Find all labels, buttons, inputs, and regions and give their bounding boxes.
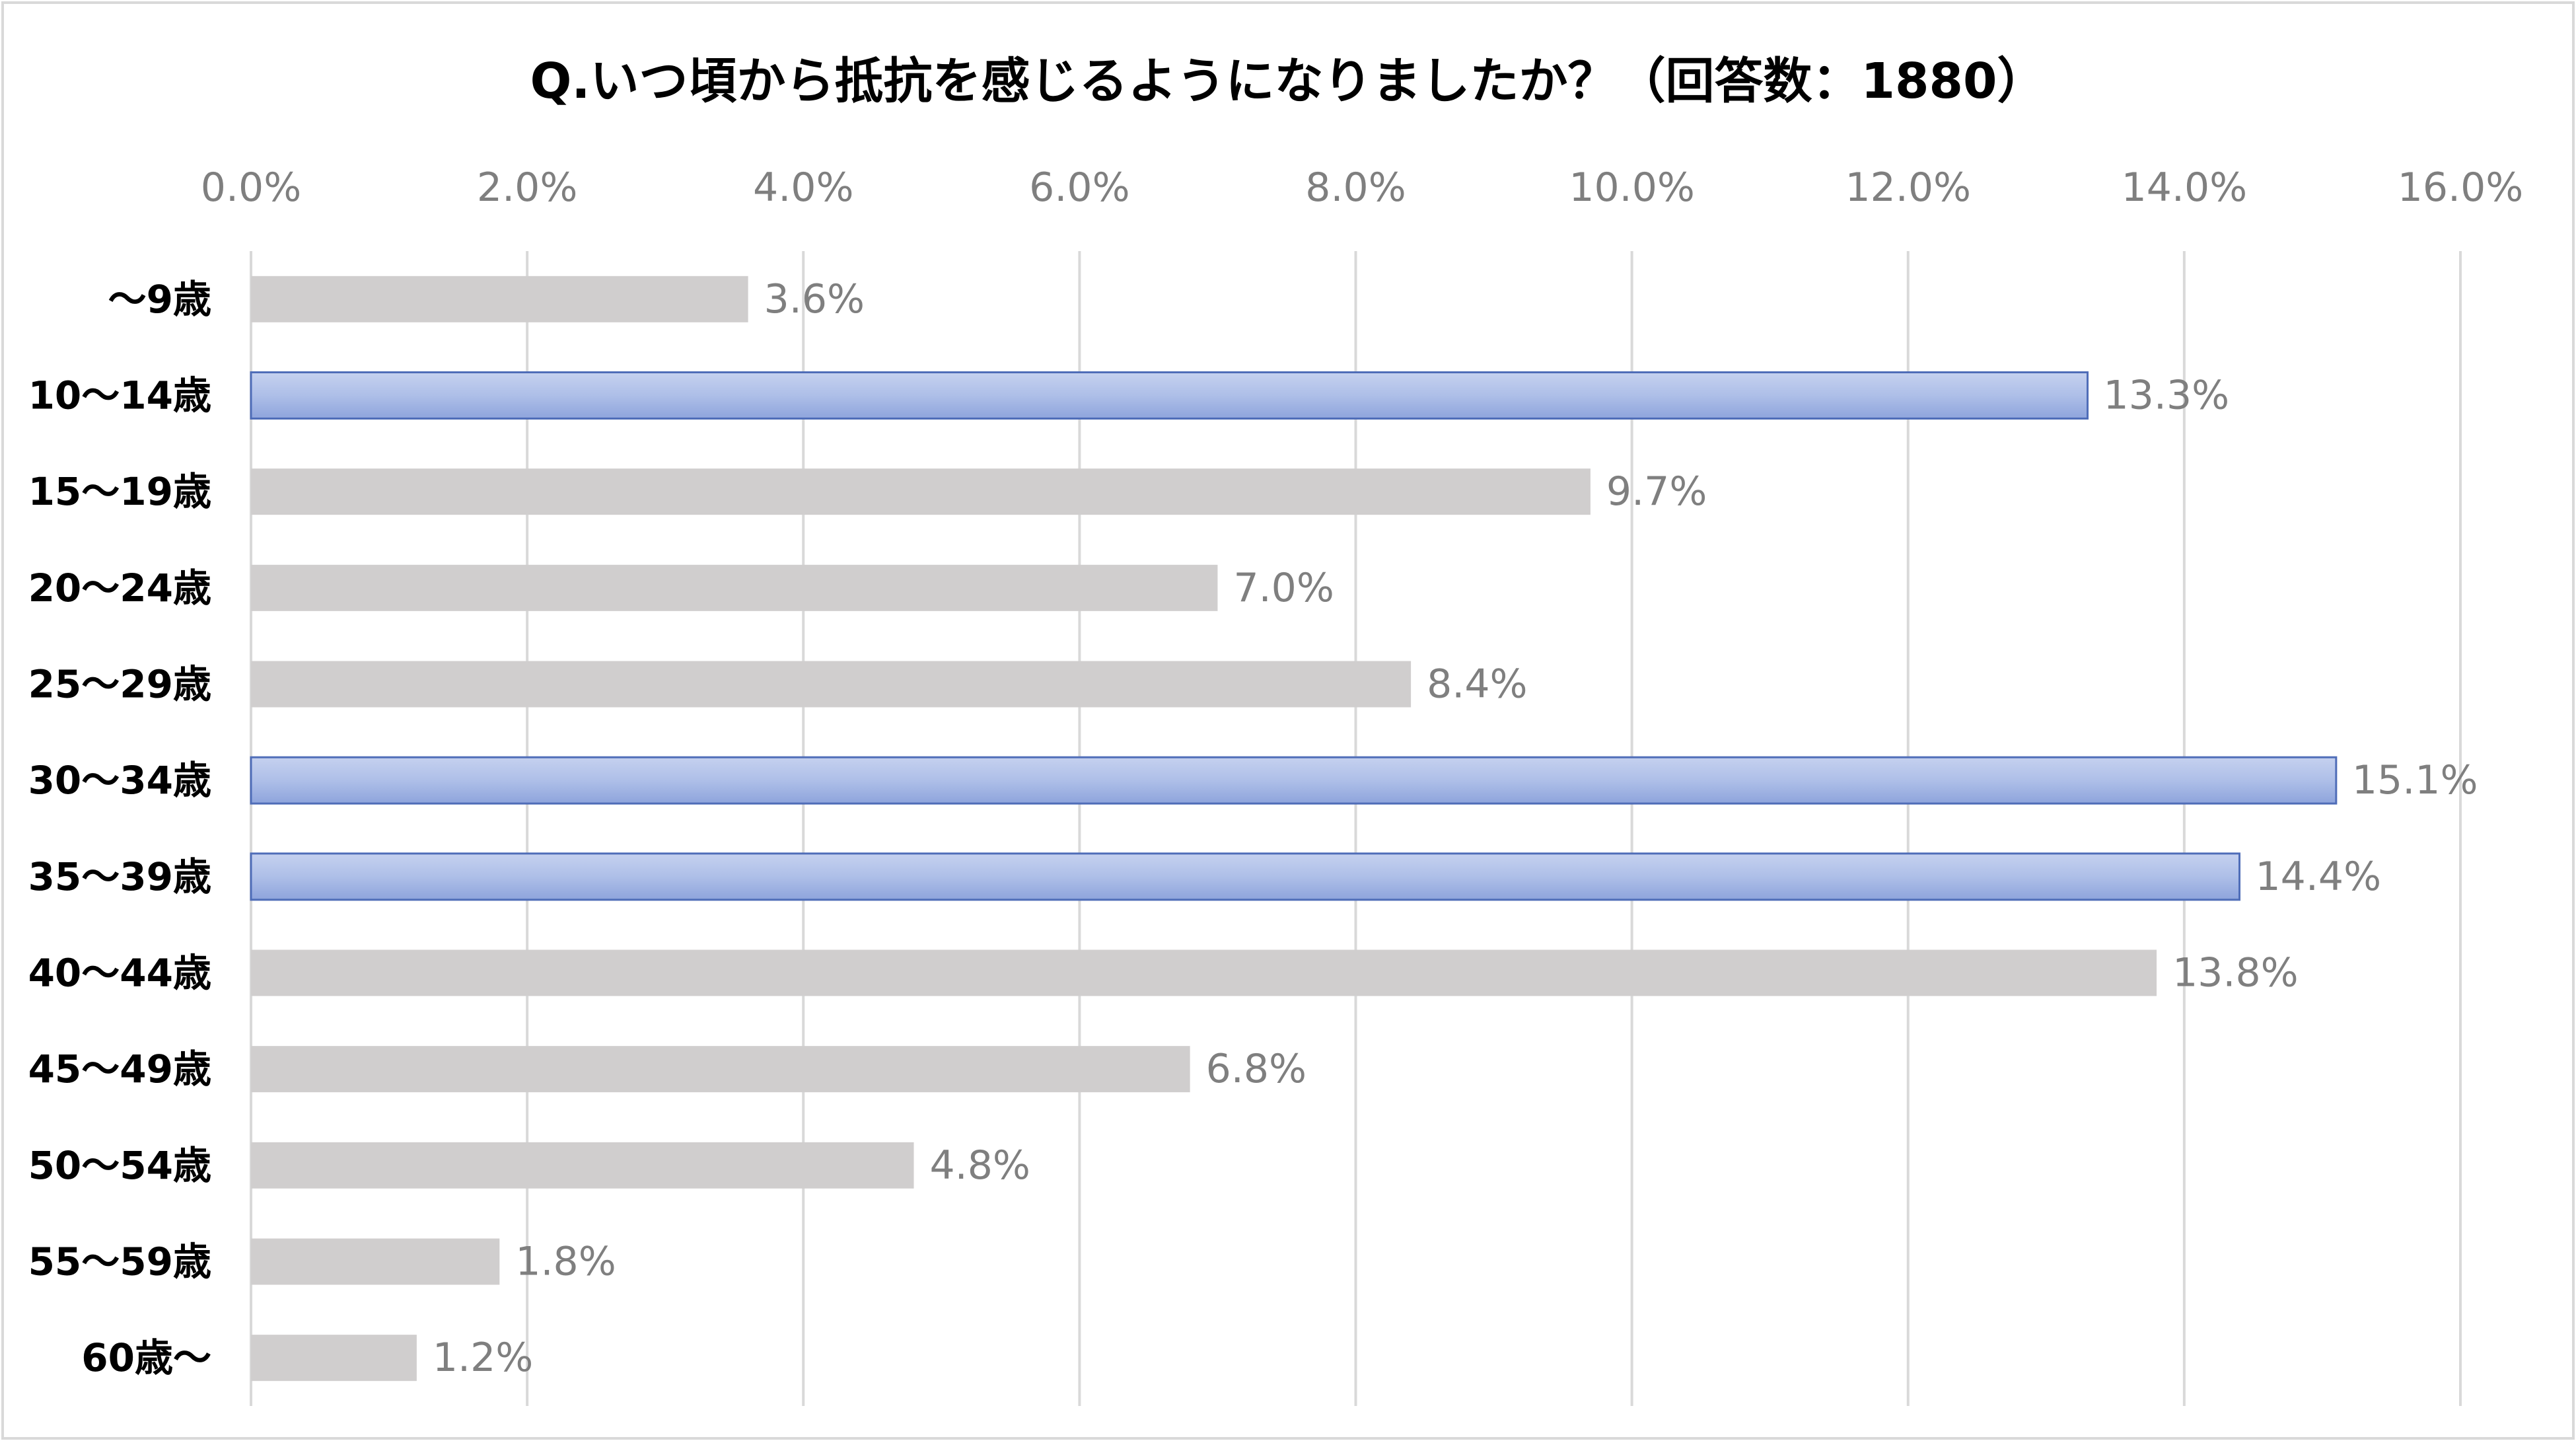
x-tick-label: 8.0% bbox=[1305, 165, 1406, 211]
bar bbox=[251, 564, 1218, 611]
bar bbox=[251, 1046, 1190, 1093]
chart-title: Q.いつ頃から抵抗を感じるようになりましたか？（回答数：1880） bbox=[530, 53, 2046, 110]
gridlines bbox=[250, 251, 2462, 1406]
x-tick-label: 6.0% bbox=[1029, 165, 1129, 211]
data-label: 15.1% bbox=[2352, 757, 2478, 803]
bar-highlighted bbox=[250, 852, 2240, 901]
bars bbox=[250, 276, 2338, 1382]
bar bbox=[251, 468, 1591, 515]
category-label: 55～59歳 bbox=[28, 1239, 211, 1284]
data-label: 14.4% bbox=[2256, 854, 2382, 900]
category-label: 30～34歳 bbox=[28, 758, 211, 803]
bar bbox=[251, 1335, 417, 1382]
category-label: 45～49歳 bbox=[28, 1047, 211, 1091]
bar bbox=[251, 1142, 914, 1189]
category-label: 50～54歳 bbox=[28, 1143, 211, 1188]
data-label: 1.2% bbox=[433, 1335, 533, 1381]
category-label: 20～24歳 bbox=[28, 566, 211, 610]
bar-highlighted bbox=[250, 756, 2338, 805]
x-tick-label: 12.0% bbox=[1845, 165, 1971, 211]
data-label: 13.8% bbox=[2172, 950, 2299, 996]
category-label: 40～44歳 bbox=[28, 951, 211, 996]
category-label: 35～39歳 bbox=[28, 854, 211, 899]
bar bbox=[251, 276, 748, 322]
bar-highlighted bbox=[250, 371, 2089, 420]
x-tick-label: 16.0% bbox=[2398, 165, 2524, 211]
x-tick-label: 10.0% bbox=[1569, 165, 1695, 211]
category-label: 10～14歳 bbox=[28, 373, 211, 418]
data-label: 6.8% bbox=[1206, 1046, 1306, 1092]
category-label: ～9歳 bbox=[108, 277, 211, 322]
category-label: 25～29歳 bbox=[28, 662, 211, 707]
x-tick-label: 14.0% bbox=[2122, 165, 2248, 211]
x-axis-ticks: 0.0% 2.0% 4.0% 6.0% 8.0% 10.0% 12.0% 14.0% 16.0% bbox=[201, 165, 2524, 211]
data-label: 4.8% bbox=[930, 1142, 1030, 1189]
x-tick-label: 4.0% bbox=[753, 165, 853, 211]
data-label: 1.8% bbox=[515, 1239, 616, 1285]
data-label: 9.7% bbox=[1606, 468, 1707, 515]
data-label: 3.6% bbox=[764, 276, 865, 322]
data-label: 13.3% bbox=[2104, 373, 2230, 419]
data-label: 7.0% bbox=[1233, 565, 1334, 611]
bar bbox=[251, 1238, 500, 1285]
category-label: 15～19歳 bbox=[28, 469, 211, 514]
x-tick-label: 2.0% bbox=[477, 165, 577, 211]
bar bbox=[251, 949, 2157, 996]
data-labels: 3.6% 13.3% 9.7% 7.0% 8.4% 15.1% 14.4% 13.8% 6.8%… bbox=[433, 276, 2478, 1381]
category-label: 60歳～ bbox=[81, 1335, 211, 1380]
data-label: 8.4% bbox=[1427, 661, 1527, 708]
bar bbox=[251, 661, 1412, 708]
x-tick-label: 0.0% bbox=[201, 165, 301, 211]
category-labels: ～9歳 10～14歳 15～19歳 20～24歳 25～29歳 30～34歳 35～39歳 4… bbox=[28, 277, 211, 1380]
